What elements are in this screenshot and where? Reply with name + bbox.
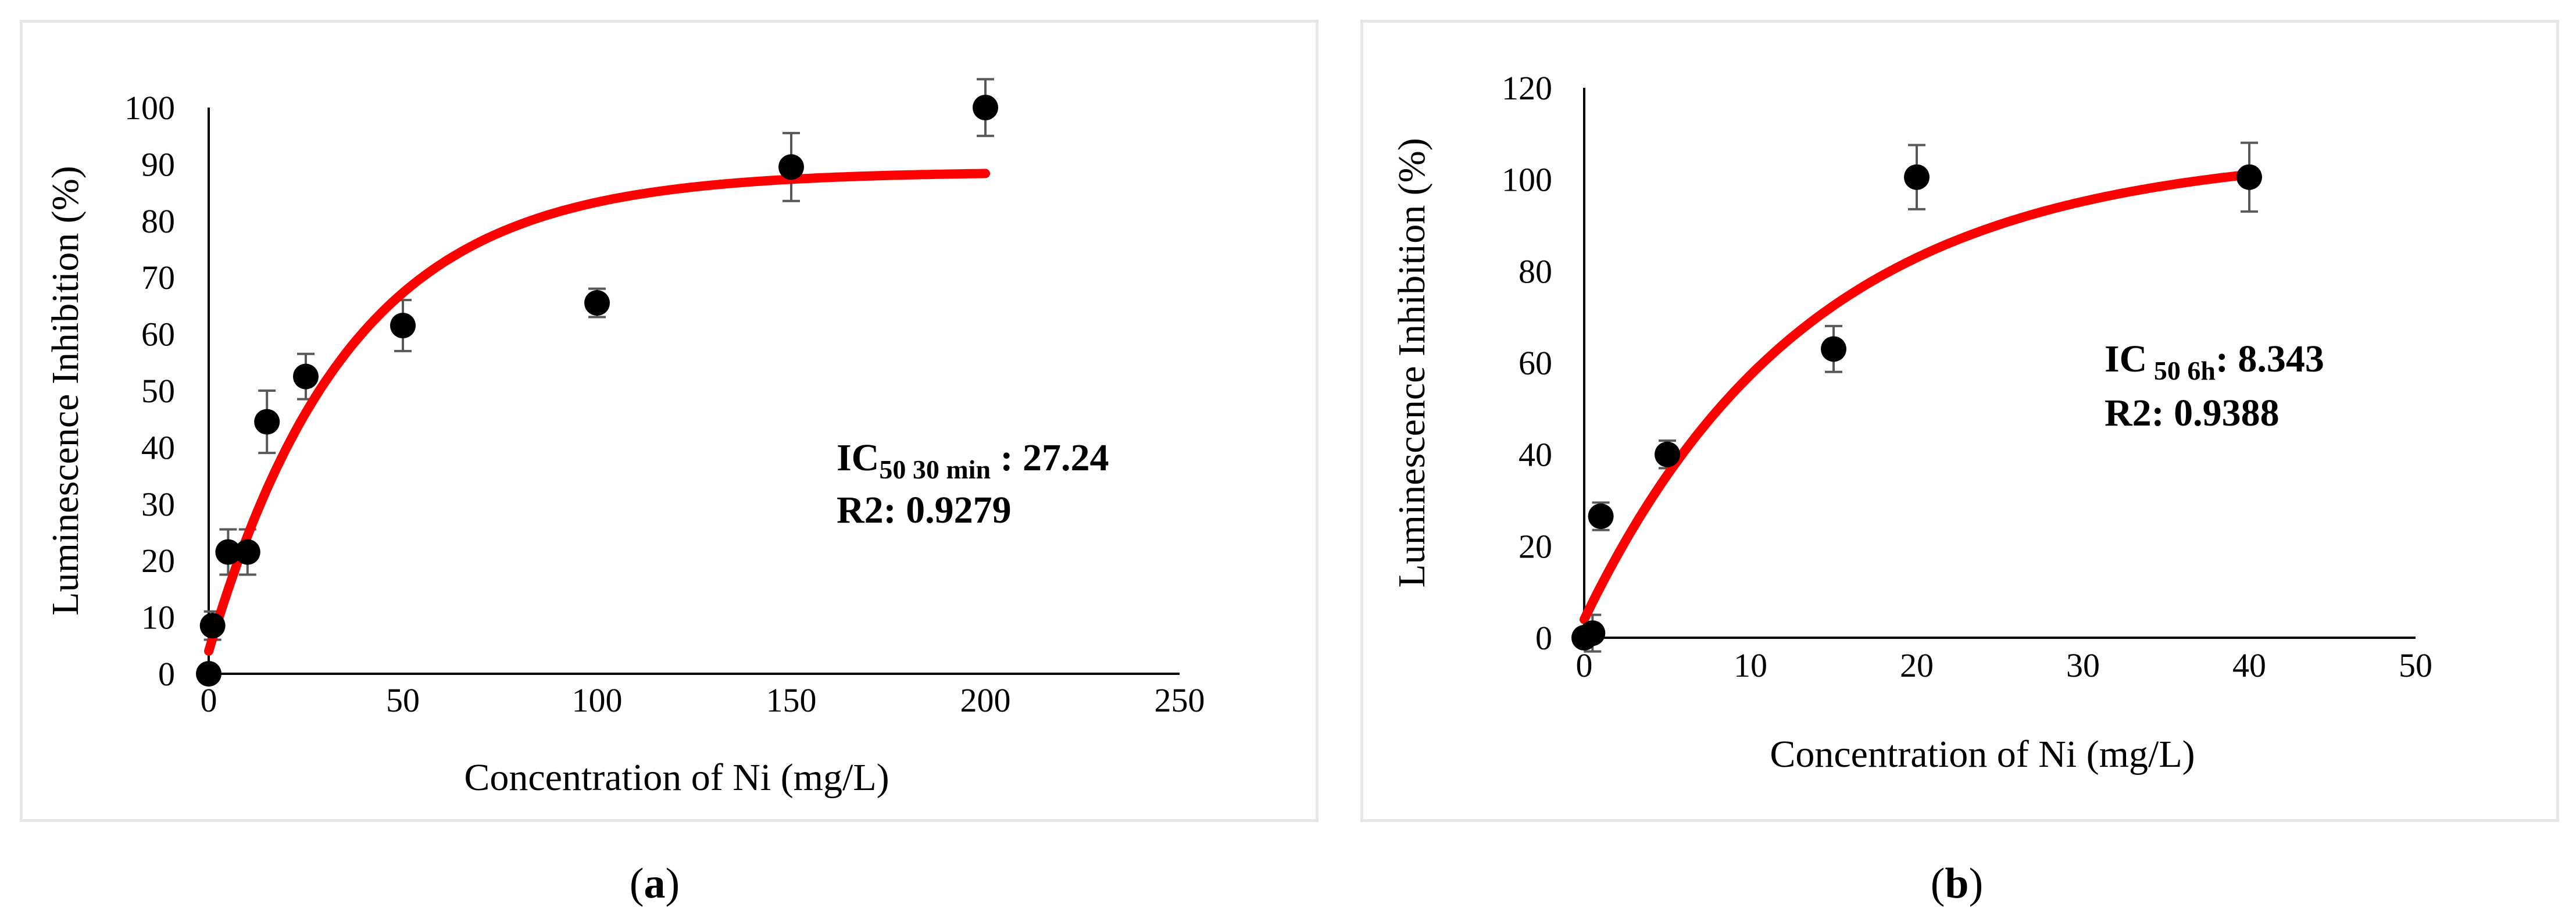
x-tick-label: 20 (1900, 646, 1934, 684)
chart-panel-b: 0 10 20 30 40 50 0 20 40 60 80 100 120 Concentration … (1360, 20, 2559, 822)
x-tick-label: 40 (2232, 646, 2266, 684)
data-point (778, 154, 804, 180)
annotation-ic50: IC 50 6h: 8.343 (2105, 338, 2324, 385)
data-point (234, 539, 260, 565)
y-tick-label: 80 (141, 202, 175, 240)
y-axis-label: Luminescence Inhibition (%) (44, 166, 87, 615)
y-tick-label: 100 (1502, 161, 1552, 199)
x-tick-label: 100 (572, 681, 623, 719)
y-tick-label: 20 (1519, 527, 1552, 565)
annotation-ic50: IC50 30 min : 27.24 (837, 437, 1109, 484)
y-tick-label: 0 (158, 655, 175, 693)
y-tick-label: 50 (141, 372, 175, 410)
x-tick-label: 150 (766, 681, 817, 719)
y-tick-label: 60 (1519, 344, 1552, 382)
data-point (1588, 503, 1614, 530)
x-tick-label: 200 (960, 681, 1011, 719)
annotation-r2: R2: 0.9279 (837, 489, 1012, 531)
y-tick-label: 80 (1519, 252, 1552, 290)
data-point (584, 290, 610, 316)
y-tick-label: 30 (141, 485, 175, 523)
y-tick-label: 70 (141, 259, 175, 296)
y-tick-label: 90 (141, 145, 175, 183)
caption-b: (b) (1930, 860, 1984, 907)
x-tick-label: 50 (2399, 646, 2432, 684)
data-point (254, 409, 280, 435)
data-point (1580, 620, 1606, 646)
data-point (293, 363, 319, 389)
chart-panel-a: 0 50 100 150 200 250 0 10 20 30 40 50 60 70 80 90 100 Con… (20, 20, 1319, 822)
y-tick-label: 60 (141, 316, 175, 353)
y-tick-label: 10 (141, 599, 175, 637)
x-tick-label: 30 (2066, 646, 2100, 684)
data-point (1904, 164, 1930, 190)
data-point (973, 95, 998, 120)
x-tick-label: 50 (386, 681, 420, 719)
x-axis-label: Concentration of Ni (mg/L) (1770, 733, 2195, 776)
y-tick-label: 100 (124, 89, 175, 127)
x-tick-label: 250 (1155, 681, 1205, 719)
data-point (1655, 441, 1680, 467)
y-tick-label: 120 (1502, 69, 1552, 107)
y-tick-label: 40 (141, 428, 175, 466)
y-tick-label: 20 (141, 542, 175, 580)
x-tick-label: 0 (1576, 646, 1593, 684)
fit-curve-line (204, 169, 990, 656)
fit-curve-line (1580, 170, 2254, 624)
caption-a: (a) (629, 860, 680, 907)
chart-a: 0 50 100 150 200 250 0 10 20 30 40 50 60 70 80 90 100 Con… (44, 78, 1205, 799)
data-point (2236, 164, 2262, 190)
data-point (199, 613, 226, 639)
data-point (196, 661, 221, 687)
data-point (390, 312, 416, 338)
y-tick-label: 40 (1519, 436, 1552, 474)
x-tick-label: 0 (201, 681, 217, 719)
y-tick-label: 0 (1535, 619, 1552, 657)
y-axis-label: Luminescence Inhibition (%) (1391, 138, 1433, 587)
x-tick-label: 10 (1734, 646, 1767, 684)
chart-b: 0 10 20 30 40 50 0 20 40 60 80 100 120 Concentration … (1391, 69, 2432, 776)
annotation-r2: R2: 0.9388 (2105, 392, 2280, 434)
x-axis-label: Concentration of Ni (mg/L) (464, 756, 889, 799)
data-point (215, 539, 241, 565)
data-point (1821, 336, 1846, 362)
